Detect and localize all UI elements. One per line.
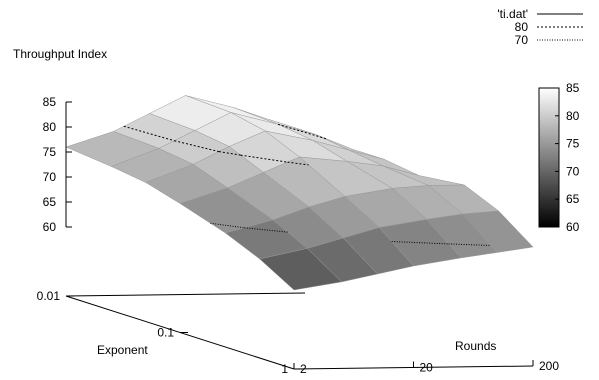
base-axes: 0.01 0.1 1 2 20 200	[37, 289, 560, 376]
colorbar-tick-label: 75	[566, 137, 580, 151]
z-axis: 60 65 70 75 80 85	[43, 95, 72, 234]
y-axis-label: Rounds	[455, 339, 496, 353]
legend-label-data: 'ti.dat'	[497, 7, 528, 21]
legend: 'ti.dat' 80 70	[497, 7, 583, 47]
y-tick-label: 20	[420, 361, 434, 375]
z-tick-label: 80	[43, 120, 57, 134]
contour-80	[287, 161, 309, 166]
contours	[123, 123, 491, 246]
back-axis-line	[65, 292, 306, 297]
colorbar-tick-label: 65	[566, 192, 580, 206]
colorbar: 60 65 70 75 80 85	[538, 81, 580, 234]
contour-70	[210, 222, 245, 229]
z-tick-label: 75	[43, 145, 57, 159]
z-axis-label: Throughput Index	[13, 47, 107, 61]
z-tick-label: 70	[43, 170, 57, 184]
y-tick-label: 200	[539, 359, 559, 373]
y-tick-label: 2	[300, 362, 307, 376]
legend-label-70: 70	[515, 33, 529, 47]
x-tick-label: 1	[281, 362, 288, 376]
contour-70	[448, 243, 491, 246]
contour-80	[123, 125, 175, 142]
contour-80	[277, 123, 327, 140]
colorbar-tick-label: 60	[566, 220, 580, 234]
surface	[65, 95, 534, 291]
x-axis-label: Exponent	[97, 343, 148, 357]
colorbar-tick-label: 70	[566, 164, 580, 178]
surface-patch	[259, 248, 343, 291]
z-tick-label: 85	[43, 95, 57, 109]
colorbar-ramp	[538, 87, 560, 228]
z-tick-label: 60	[43, 220, 57, 234]
x-tick-label: 0.01	[37, 289, 61, 303]
colorbar-tick-label: 80	[566, 109, 580, 123]
z-tick-label: 65	[43, 195, 57, 209]
contour-70	[391, 241, 449, 245]
x-tick-label: 0.1	[157, 326, 174, 340]
colorbar-tick-label: 85	[566, 81, 580, 95]
legend-label-80: 80	[515, 20, 529, 34]
